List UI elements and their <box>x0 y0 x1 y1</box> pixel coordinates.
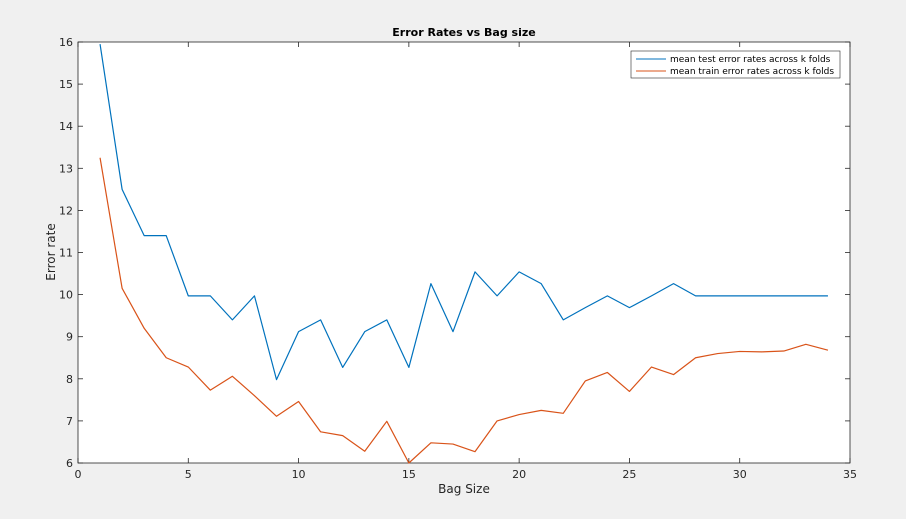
x-tick-label: 25 <box>622 468 636 481</box>
legend: mean test error rates across k folds mea… <box>630 50 841 79</box>
y-tick-label: 13 <box>59 162 73 175</box>
y-tick-label: 8 <box>66 373 73 386</box>
series-line-train-error <box>99 157 829 464</box>
y-axis-ticks: 6 7 8 9 10 11 12 13 14 15 16 <box>59 36 850 470</box>
chart-title: Error Rates vs Bag size <box>392 26 535 39</box>
y-tick-label: 9 <box>66 331 73 344</box>
y-tick-label: 6 <box>66 457 73 470</box>
legend-box <box>630 50 841 79</box>
x-tick-label: 20 <box>512 468 526 481</box>
legend-label-train: mean train error rates across k folds <box>670 67 834 77</box>
legend-label-test: mean test error rates across k folds <box>670 55 831 65</box>
plot-background <box>77 41 851 464</box>
x-tick-label: 0 <box>75 468 82 481</box>
y-tick-label: 10 <box>59 289 73 302</box>
x-axis-ticks: 0 5 10 15 20 25 30 35 <box>75 42 857 481</box>
x-axis-label: Bag Size <box>438 482 490 496</box>
y-tick-label: 7 <box>66 415 73 428</box>
x-tick-label: 30 <box>733 468 747 481</box>
y-tick-label: 11 <box>59 247 73 260</box>
y-tick-label: 15 <box>59 78 73 91</box>
x-tick-label: 10 <box>292 468 306 481</box>
x-tick-label: 15 <box>402 468 416 481</box>
y-axis-label: Error rate <box>44 223 58 280</box>
y-tick-label: 16 <box>59 36 73 49</box>
x-tick-label: 5 <box>185 468 192 481</box>
series-lines <box>99 44 829 464</box>
y-tick-label: 12 <box>59 204 73 217</box>
x-tick-label: 35 <box>843 468 857 481</box>
y-tick-label: 14 <box>59 120 73 133</box>
series-line-test-error <box>99 44 828 381</box>
